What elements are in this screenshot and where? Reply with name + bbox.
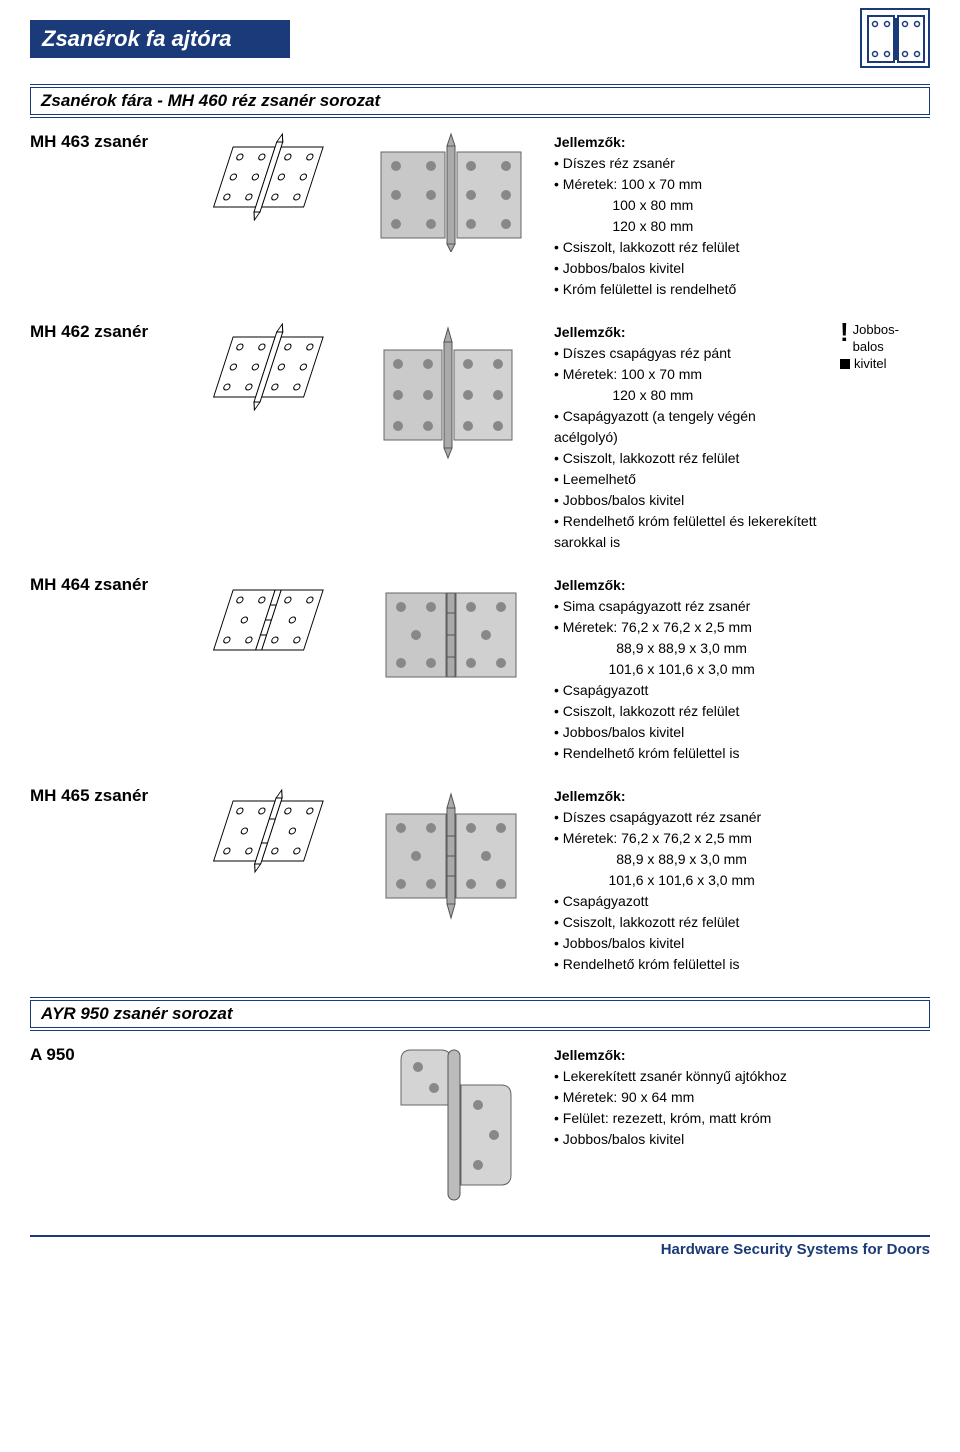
feature-item: Méretek: 76,2 x 76,2 x 2,5 mm 88,9 x 88,… — [554, 828, 930, 891]
line-drawing — [198, 132, 348, 222]
feature-list: Sima csapágyazott réz zsanér Méretek: 76… — [554, 596, 930, 764]
hinge-category-icon — [860, 8, 930, 68]
square-bullet-icon — [840, 359, 850, 369]
note-line: Jobbos- — [853, 322, 899, 337]
line-drawing — [198, 322, 348, 412]
product-description: Jellemzők: Díszes csapágyas réz pánt Mér… — [554, 322, 822, 553]
section-title: AYR 950 zsanér sorozat — [30, 1000, 930, 1028]
feature-item: Jobbos/balos kivitel — [554, 722, 930, 743]
feature-item: Méretek: 100 x 70 mm 120 x 80 mm — [554, 364, 822, 406]
exclamation-icon: ! — [840, 322, 849, 343]
product-name: MH 465 zsanér — [30, 786, 180, 806]
product-a950: A 950 Jellemzők: Lekerekített zsanér kön… — [30, 1045, 930, 1205]
feature-item: Méretek: 76,2 x 76,2 x 2,5 mm 88,9 x 88,… — [554, 617, 930, 680]
feature-item: Csiszolt, lakkozott réz felület — [554, 912, 930, 933]
note-line: kivitel — [854, 356, 887, 371]
feature-item: Méretek: 90 x 64 mm — [554, 1087, 930, 1108]
feature-item: Csapágyazott — [554, 680, 930, 701]
page-title: Zsanérok fa ajtóra — [42, 26, 232, 51]
feature-item: Króm felülettel is rendelhető — [554, 279, 930, 300]
note-line: balos — [853, 339, 884, 354]
footer-text: Hardware Security Systems for Doors — [661, 1241, 930, 1258]
feature-item: Jobbos/balos kivitel — [554, 258, 930, 279]
feature-item: Csiszolt, lakkozott réz felület — [554, 701, 930, 722]
product-description: Jellemzők: Díszes csapágyazott réz zsané… — [554, 786, 930, 975]
feature-item: Leemelhető — [554, 469, 822, 490]
feature-item: Jobbos/balos kivitel — [554, 933, 930, 954]
feature-item: Lekerekített zsanér könnyű ajtókhoz — [554, 1066, 930, 1087]
line-drawing — [198, 575, 348, 665]
product-description: Jellemzők: Sima csapágyazott réz zsanér … — [554, 575, 930, 764]
product-name: MH 462 zsanér — [30, 322, 180, 342]
feature-item: Díszes csapágyazott réz zsanér — [554, 807, 930, 828]
product-name: MH 463 zsanér — [30, 132, 180, 152]
product-photo — [366, 1045, 536, 1205]
features-label: Jellemzők: — [554, 1045, 930, 1066]
product-mh465: MH 465 zsanér — [30, 786, 930, 975]
feature-list: Díszes csapágyazott réz zsanér Méretek: … — [554, 807, 930, 975]
features-label: Jellemzők: — [554, 322, 822, 343]
feature-item: Csiszolt, lakkozott réz felület — [554, 448, 822, 469]
product-photo — [366, 786, 536, 926]
feature-item: Jobbos/balos kivitel — [554, 1129, 930, 1150]
feature-item: Rendelhető króm felülettel is — [554, 743, 930, 764]
product-photo — [366, 132, 536, 252]
feature-item: Jobbos/balos kivitel — [554, 490, 822, 511]
product-mh462: MH 462 zsanér — [30, 322, 930, 553]
feature-list: Díszes csapágyas réz pánt Méretek: 100 x… — [554, 343, 822, 553]
feature-item: Felület: rezezett, króm, matt króm — [554, 1108, 930, 1129]
feature-item: Rendelhető króm felülettel is — [554, 954, 930, 975]
product-photo — [366, 575, 536, 695]
feature-list: Díszes réz zsanér Méretek: 100 x 70 mm 1… — [554, 153, 930, 300]
page-header-row: Zsanérok fa ajtóra — [30, 0, 930, 68]
section-title: Zsanérok fára - MH 460 réz zsanér soroza… — [30, 87, 930, 115]
product-mh463: MH 463 zsanér — [30, 132, 930, 300]
features-label: Jellemzők: — [554, 132, 930, 153]
feature-item: Rendelhető króm felülettel és lekerekíte… — [554, 511, 822, 553]
feature-item: Csapágyazott — [554, 891, 930, 912]
line-drawing — [198, 786, 348, 876]
page-title-bar: Zsanérok fa ajtóra — [30, 20, 290, 58]
product-description: Jellemzők: Lekerekített zsanér könnyű aj… — [554, 1045, 930, 1150]
features-label: Jellemzők: — [554, 786, 930, 807]
product-name: MH 464 zsanér — [30, 575, 180, 595]
product-name: A 950 — [30, 1045, 180, 1065]
feature-item: Csapágyazott (a tengely végén acélgolyó) — [554, 406, 822, 448]
section-bar: AYR 950 zsanér sorozat — [30, 997, 930, 1031]
feature-item: Csiszolt, lakkozott réz felület — [554, 237, 930, 258]
product-photo — [366, 322, 536, 462]
feature-item: Díszes csapágyas réz pánt — [554, 343, 822, 364]
feature-item: Sima csapágyazott réz zsanér — [554, 596, 930, 617]
product-mh464: MH 464 zsanér — [30, 575, 930, 764]
product-description: Jellemzők: Díszes réz zsanér Méretek: 10… — [554, 132, 930, 300]
feature-list: Lekerekített zsanér könnyű ajtókhoz Mére… — [554, 1066, 930, 1150]
features-label: Jellemzők: — [554, 575, 930, 596]
page-footer: Hardware Security Systems for Doors — [30, 1235, 930, 1258]
feature-item: Díszes réz zsanér — [554, 153, 930, 174]
section-bar: Zsanérok fára - MH 460 réz zsanér soroza… — [30, 84, 930, 118]
feature-item: Méretek: 100 x 70 mm 100 x 80 mm 120 x 8… — [554, 174, 930, 237]
side-note: ! Jobbos- balos kivitel — [840, 322, 930, 373]
